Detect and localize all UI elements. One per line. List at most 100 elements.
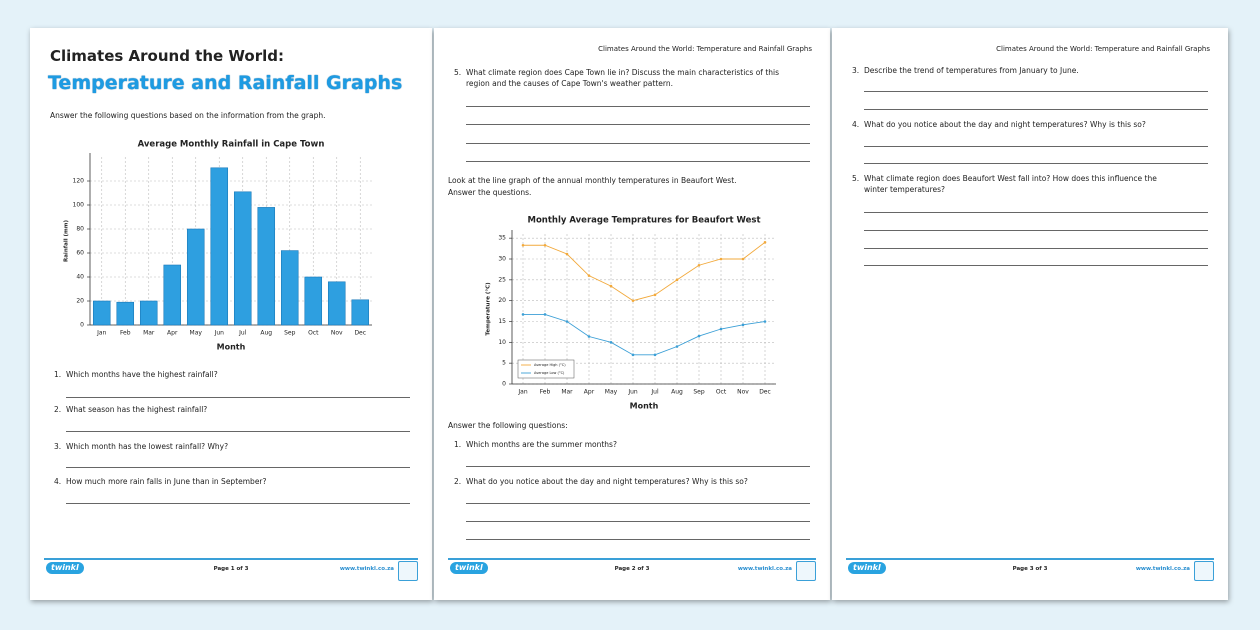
question-text: What season has the highest rainfall?: [66, 405, 208, 414]
answer-line: [466, 106, 810, 107]
logo: twinkl: [848, 562, 886, 575]
y-axis-label: Rainfall (mm): [64, 220, 70, 263]
y-tick-label: 20: [498, 297, 506, 304]
x-tick-label: Feb: [540, 389, 551, 396]
x-tick-label: Jun: [214, 330, 225, 337]
x-tick-label: Jan: [517, 389, 527, 396]
point: [653, 293, 657, 297]
y-tick-label: 0: [502, 381, 506, 388]
chart-title: Average Monthly Rainfall in Cape Town: [138, 140, 325, 150]
line: [523, 313, 766, 356]
point: [543, 243, 547, 247]
point: [521, 243, 525, 247]
point: [565, 252, 569, 256]
x-tick-label: Oct: [308, 330, 319, 337]
x-axis-label: Month: [217, 343, 246, 352]
logo: twinkl: [46, 562, 84, 575]
point: [521, 313, 525, 316]
answer-line: [864, 212, 1208, 213]
prompt: Answer the questions.: [448, 188, 532, 197]
answer-line: [466, 124, 810, 125]
bar: [280, 250, 299, 326]
legend-label: Average High (°C): [534, 363, 566, 367]
site: www.twinkl.co.za: [737, 566, 792, 572]
x-tick-label: Dec: [354, 330, 366, 337]
x-tick-label: May: [190, 330, 203, 337]
point: [719, 257, 723, 261]
answer-line: [466, 161, 810, 162]
chart: Average Monthly Rainfall in Cape Town 0 20…: [64, 140, 372, 352]
x-tick-label: Dec: [759, 389, 771, 396]
question-number: 4.: [852, 120, 860, 129]
question-text: What do you notice about the day and nig…: [466, 477, 748, 486]
answer-line: [864, 265, 1208, 266]
point: [631, 353, 635, 357]
bar: [351, 299, 370, 326]
point: [741, 323, 745, 327]
answer-line: [864, 230, 1208, 231]
point: [763, 320, 767, 323]
x-tick-label: Nov: [737, 389, 749, 396]
question-number: 5.: [852, 174, 860, 183]
question-text: What climate region does Beaufort West f…: [864, 174, 1157, 194]
x-tick-label: Oct: [716, 389, 727, 396]
bar: [186, 228, 205, 326]
logo: twinkl: [450, 562, 488, 575]
question-number: 1.: [454, 440, 462, 449]
y-tick-label: 120: [73, 178, 85, 185]
page: Climates Around the World: Temperature a…: [434, 28, 830, 600]
site: www.twinkl.co.za: [1135, 566, 1190, 572]
page-number: Page 3 of 3: [1012, 566, 1048, 572]
question-text: What do you notice about the day and nig…: [864, 120, 1146, 129]
chart: Monthly Average Tempratures for Beaufort…: [486, 216, 776, 411]
point: [609, 341, 613, 344]
question-number: 1.: [54, 370, 62, 379]
y-tick-label: 10: [498, 339, 506, 346]
line: [523, 241, 766, 302]
subheading: Answer the following questions:: [448, 421, 568, 430]
y-tick-label: 40: [76, 274, 84, 281]
question-text: What climate region does Cape Town lie i…: [466, 68, 780, 88]
question-number: 3.: [54, 442, 62, 451]
subtitle: Temperature and Rainfall Graphs: [48, 72, 403, 94]
page: Climates Around the World: Temperature a…: [832, 28, 1228, 600]
badge: [398, 561, 418, 581]
chart-title: Monthly Average Tempratures for Beaufort…: [527, 216, 760, 226]
answer-line: [864, 146, 1208, 147]
bar: [116, 301, 135, 326]
x-tick-label: Jul: [650, 389, 659, 396]
y-tick-label: 5: [502, 360, 506, 367]
question-text: Which month has the lowest rainfall? Why…: [66, 442, 229, 451]
question-text: Which months are the summer months?: [466, 440, 617, 449]
bar: [304, 276, 323, 326]
question-number: 3.: [852, 66, 860, 75]
y-tick-label: 80: [76, 226, 84, 233]
answer-line: [864, 248, 1208, 249]
y-tick-label: 35: [498, 235, 506, 242]
legend-label: Average Low (°C): [534, 371, 565, 375]
page-number: Page 2 of 3: [614, 566, 650, 572]
point: [741, 257, 745, 261]
answer-line: [66, 467, 410, 468]
answer-line: [864, 109, 1208, 110]
title: Climates Around the World:: [50, 47, 285, 65]
point: [719, 327, 723, 331]
answer-line: [66, 397, 410, 398]
answer-line: [864, 163, 1208, 164]
y-axis-label: Temperature (°C): [486, 282, 492, 336]
answer-line: [466, 503, 810, 504]
bar: [210, 167, 229, 326]
question-number: 5.: [454, 68, 462, 77]
prompt: Look at the line graph of the annual mon…: [448, 176, 737, 185]
x-tick-label: Apr: [584, 389, 595, 396]
x-tick-label: Jul: [238, 330, 247, 337]
point: [631, 299, 635, 302]
x-tick-label: Mar: [143, 330, 155, 337]
x-tick-label: Sep: [693, 389, 705, 396]
y-tick-label: 30: [498, 256, 506, 263]
x-tick-label: Mar: [561, 389, 573, 396]
x-tick-label: Jun: [627, 389, 638, 396]
page-number: Page 1 of 3: [213, 566, 249, 572]
point: [587, 274, 591, 277]
